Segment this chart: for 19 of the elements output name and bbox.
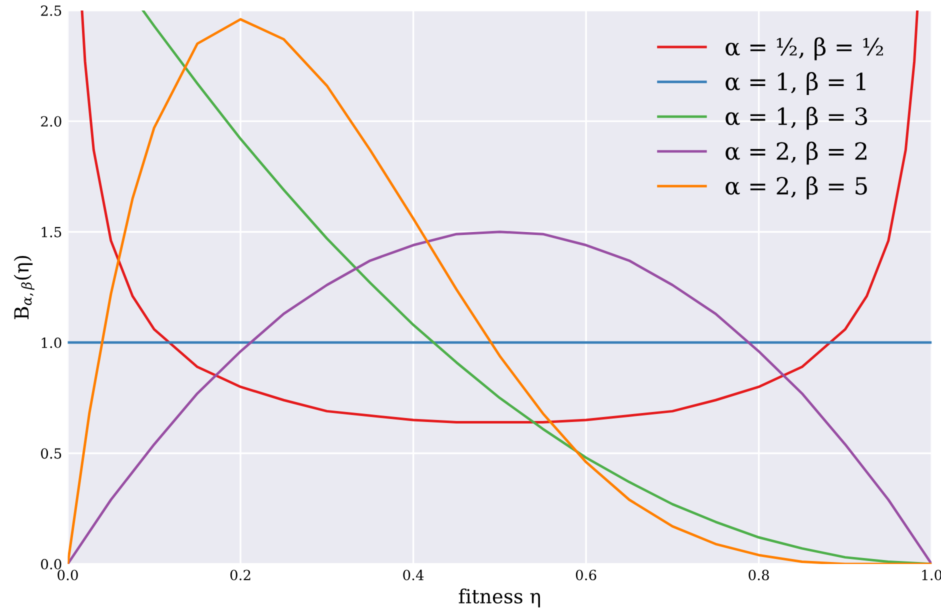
x-tick-label: 0.6 [576, 570, 596, 580]
x-tick-label: 0.8 [748, 570, 769, 580]
legend-label: α = 1, β = 1 [726, 72, 866, 95]
x-tick-label: 0.4 [403, 570, 424, 580]
legend-label: α = 2, β = 5 [726, 176, 867, 200]
x-axis-title: fitness η [458, 588, 540, 608]
legend-label: α = ½, β = ½ [726, 37, 883, 60]
y-tick-label: 0.0 [41, 558, 62, 570]
legend-label: α = 2, β = 2 [726, 142, 866, 165]
y-tick-label: 2.0 [41, 116, 62, 127]
y-tick-label: 2.5 [41, 5, 62, 16]
legend-label: α = 1, β = 3 [726, 106, 867, 130]
x-tick-label: 0.0 [58, 570, 78, 580]
line-series [80, 10, 919, 424]
y-tick-label: 0.5 [41, 448, 62, 459]
y-tick-label: 1.0 [42, 338, 62, 348]
y-tick-label: 1.5 [42, 226, 62, 238]
x-tick-label: 0.2 [230, 570, 250, 580]
y-axis-title: B$_{α,β}$(η) [14, 256, 34, 320]
